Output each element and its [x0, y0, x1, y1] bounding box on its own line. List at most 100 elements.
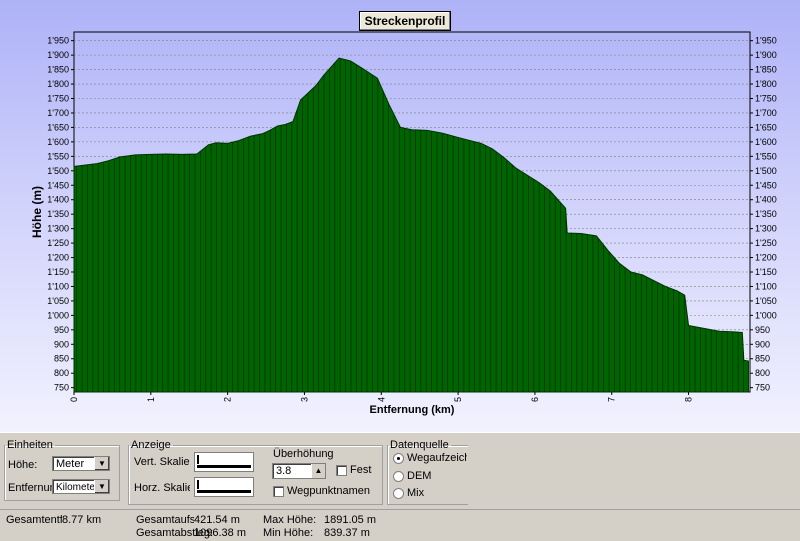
entfernung-label: Entfernung:	[8, 482, 65, 494]
horz-scale-track	[197, 490, 251, 493]
datenquelle-group: Datenquelle	[387, 439, 468, 505]
einheiten-legend: Einheiten	[7, 439, 53, 451]
einheiten-group: Einheiten	[4, 439, 120, 501]
fest-checkbox[interactable]	[336, 465, 347, 476]
y-tick-label-left: 1'700	[47, 108, 69, 118]
horz-scale-thumb[interactable]	[197, 480, 201, 489]
y-tick-label-right: 1'350	[755, 209, 777, 219]
ueberhoehung-label: Überhöhung	[273, 448, 334, 460]
y-tick-label-right: 800	[755, 368, 770, 378]
aufstieg-label: Gesamtaufstieg:	[136, 514, 194, 526]
y-tick-label-right: 1'850	[755, 65, 777, 75]
min-value: 839.37 m	[324, 527, 370, 539]
max-label: Max Höhe:	[263, 514, 317, 526]
y-tick-label-left: 1'950	[47, 36, 69, 46]
y-tick-label-left: 1'750	[47, 94, 69, 104]
radio-wegaufzeichnung-label: Wegaufzeichnung	[407, 452, 467, 464]
vert-scale-slider[interactable]	[194, 452, 254, 472]
y-tick-label-right: 750	[755, 383, 770, 393]
vert-scale-track	[197, 465, 251, 468]
horz-scale-label: Horz. Skalierung	[134, 482, 190, 494]
y-tick-label-left: 1'000	[47, 310, 69, 320]
x-tick-label: 2	[223, 397, 233, 402]
y-tick-label-right: 1'450	[755, 180, 777, 190]
anzeige-group: Anzeige	[128, 439, 383, 505]
y-tick-label-right: 900	[755, 339, 770, 349]
y-tick-label-right: 1'750	[755, 94, 777, 104]
entfernung-unit-select[interactable]: Kilometer ▼	[52, 479, 110, 494]
abstieg-label: Gesamtabstieg:	[136, 527, 214, 539]
chevron-down-icon[interactable]: ▼	[94, 457, 109, 470]
y-tick-label-right: 1'150	[755, 267, 777, 277]
gesamtentfernung-label: Gesamtentfernung:	[6, 514, 62, 526]
wegpunkt-checkbox[interactable]	[273, 486, 284, 497]
hoehe-unit-select[interactable]: Meter ▼	[52, 456, 110, 471]
fest-label: Festsetzen	[350, 464, 372, 476]
y-tick-label-left: 1'350	[47, 209, 69, 219]
y-tick-label-right: 1'800	[755, 79, 777, 89]
hoehe-label: Höhe:	[8, 459, 38, 471]
y-tick-label-right: 1'600	[755, 137, 777, 147]
y-tick-label-left: 1'500	[47, 166, 69, 176]
y-tick-label-right: 950	[755, 325, 770, 335]
vert-scale-thumb[interactable]	[197, 455, 201, 464]
min-label: Min Höhe:	[263, 527, 314, 539]
y-tick-label-left: 1'600	[47, 137, 69, 147]
y-tick-label-right: 1'550	[755, 151, 777, 161]
y-tick-label-right: 850	[755, 354, 770, 364]
chart-title: Streckenprofil	[359, 11, 451, 31]
y-tick-label-right: 1'100	[755, 281, 777, 291]
anzeige-legend: Anzeige	[131, 439, 171, 451]
y-tick-label-right: 1'300	[755, 224, 777, 234]
y-tick-label-left: 1'450	[47, 180, 69, 190]
entfernung-unit-value: Kilometer	[56, 482, 99, 493]
x-tick-label: 5	[453, 397, 463, 402]
x-tick-label: 3	[299, 397, 309, 402]
wegpunkt-label: Wegpunktnamen	[287, 485, 370, 497]
radio-mix-label: Mix	[407, 487, 425, 499]
x-tick-label: 1	[146, 397, 156, 402]
y-tick-label-left: 1'250	[47, 238, 69, 248]
y-tick-label-right: 1'200	[755, 253, 777, 263]
y-tick-label-left: 1'900	[47, 50, 69, 60]
y-tick-label-right: 1'650	[755, 122, 777, 132]
y-tick-label-right: 1'700	[755, 108, 777, 118]
y-tick-label-left: 1'850	[47, 65, 69, 75]
spinner-arrows-icon[interactable]: ▲	[311, 464, 325, 478]
radio-dem[interactable]	[393, 471, 404, 482]
y-tick-label-left: 1'150	[47, 267, 69, 277]
y-tick-label-right: 1'050	[755, 296, 777, 306]
x-tick-label: 0	[69, 397, 79, 402]
radio-dem-label: DEM	[407, 470, 432, 482]
settings-panel	[0, 432, 800, 541]
y-tick-label-left: 900	[54, 339, 69, 349]
aufstieg-value: 421.54 m	[194, 514, 240, 526]
max-value: 1891.05 m	[324, 514, 376, 526]
y-tick-label-right: 1'950	[755, 36, 777, 46]
datenquelle-legend: Datenquelle	[390, 439, 449, 451]
x-axis-label: Entfernung (km)	[370, 404, 455, 416]
hoehe-unit-value: Meter	[56, 458, 85, 470]
radio-mix[interactable]	[393, 488, 404, 499]
ueberhoehung-spinner[interactable]: 3.8 ▲	[272, 463, 326, 479]
y-tick-label-left: 1'050	[47, 296, 69, 306]
y-tick-label-left: 1'800	[47, 79, 69, 89]
gesamtentfernung-value: 8.77 km	[62, 514, 102, 526]
elevation-area	[73, 57, 749, 393]
y-tick-label-right: 1'000	[755, 310, 777, 320]
chevron-down-icon[interactable]: ▼	[94, 480, 109, 493]
y-tick-label-left: 1'300	[47, 224, 69, 234]
vert-scale-label: Vert. Skalierung	[134, 456, 190, 468]
y-tick-label-right: 1'400	[755, 195, 777, 205]
radio-wegaufzeichnung[interactable]	[393, 453, 404, 464]
x-tick-label: 7	[607, 397, 617, 402]
x-tick-label: 6	[530, 397, 540, 402]
y-tick-label-left: 950	[54, 325, 69, 335]
y-tick-label-left: 800	[54, 368, 69, 378]
status-separator	[0, 509, 800, 510]
horz-scale-slider[interactable]	[194, 477, 254, 497]
y-tick-label-right: 1'250	[755, 238, 777, 248]
y-tick-label-left: 1'200	[47, 253, 69, 263]
x-tick-label: 4	[376, 397, 386, 402]
